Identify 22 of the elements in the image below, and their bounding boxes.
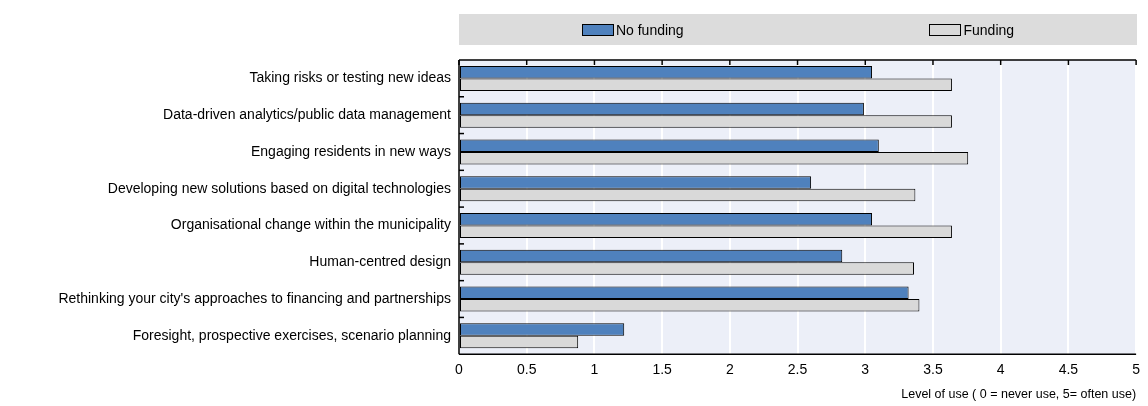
x-tick-label: 2.5 — [787, 361, 808, 378]
y-tick-label: Organisational change within the municipality — [170, 216, 451, 233]
y-tick-label: Foresight, prospective exercises, scenario planning — [132, 326, 451, 343]
y-tick-label: Engaging residents in new ways — [250, 142, 451, 159]
y-tick-label: Human-centred design — [309, 253, 451, 270]
y-tick-label: Developing new solutions based on digital technologies — [107, 179, 451, 196]
x-tick-label: 1.5 — [652, 361, 673, 378]
x-tick-label: 3.5 — [923, 361, 943, 378]
x-tick-label: 2 — [725, 361, 734, 378]
y-tick-label: Data-driven analytics/public data management — [163, 106, 452, 123]
legend-label: Funding — [963, 21, 1015, 38]
x-axis-title: Level of use ( 0 = never use, 5= often use) — [901, 386, 1137, 401]
legend-label: No funding — [615, 21, 684, 38]
y-tick-label: Rethinking your city's approaches to financing and partnerships — [58, 289, 451, 306]
x-tick-label: 0 — [455, 361, 464, 378]
x-tick-label: 5 — [1132, 361, 1141, 378]
x-tick-label: 4.5 — [1058, 361, 1079, 378]
y-tick-label: Taking risks or testing new ideas — [249, 69, 451, 86]
x-tick-label: 0.5 — [516, 361, 537, 378]
x-tick-label: 3 — [861, 361, 870, 378]
x-tick-label: 4 — [996, 361, 1005, 378]
x-tick-label: 1 — [590, 361, 599, 378]
